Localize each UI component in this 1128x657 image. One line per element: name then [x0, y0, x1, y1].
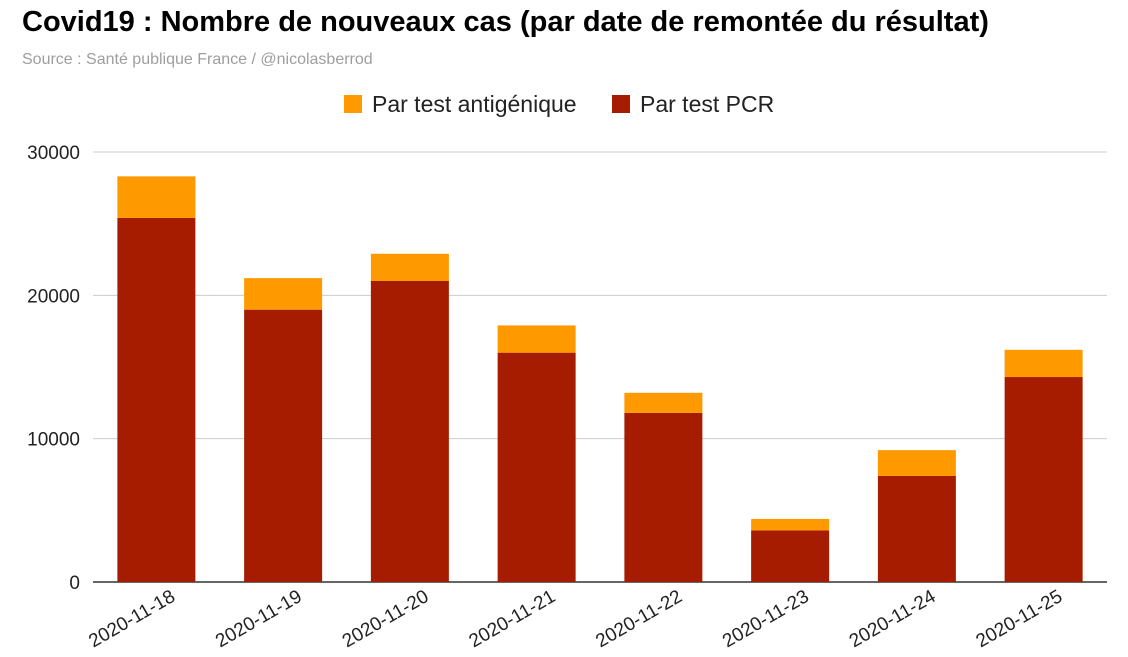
bar-segment: [370, 253, 449, 281]
y-tick-label: 30000: [27, 143, 80, 164]
x-tick-label: 2020-11-18: [85, 586, 178, 652]
legend-label: Par test antigénique: [372, 91, 577, 117]
bar-segment: [624, 412, 703, 582]
bar-segment: [751, 530, 830, 582]
y-tick-label: 0: [69, 573, 80, 594]
bar-segment: [244, 309, 323, 582]
legend-swatch: [612, 95, 630, 113]
legend-label: Par test PCR: [640, 91, 774, 117]
legend: Par test antigénique Par test PCR: [344, 91, 774, 117]
bar-segment: [497, 352, 576, 582]
y-tick-label: 10000: [27, 430, 80, 451]
bar-segment: [117, 176, 196, 218]
bar-segment: [1004, 377, 1083, 582]
x-axis-ticks: 2020-11-18 2020-11-19 2020-11-20 2020-11-21…: [85, 586, 1066, 652]
bar-segment: [244, 278, 323, 310]
bar-segment: [751, 518, 830, 531]
x-tick-label: 2020-11-22: [592, 586, 685, 652]
y-axis-ticks: 0 10000 20000 30000: [27, 143, 80, 594]
y-tick-label: 20000: [27, 286, 80, 307]
x-tick-label: 2020-11-24: [846, 586, 940, 652]
bar-segment: [877, 450, 956, 476]
x-tick-label: 2020-11-23: [719, 586, 812, 652]
bars: [117, 176, 1083, 582]
bar-segment: [370, 281, 449, 582]
bar-segment: [624, 392, 703, 413]
x-tick-label: 2020-11-21: [466, 586, 559, 652]
bar-segment: [877, 475, 956, 582]
chart-source: Source : Santé publique France / @nicola…: [22, 51, 373, 68]
x-tick-label: 2020-11-20: [339, 586, 432, 652]
x-tick-label: 2020-11-25: [973, 586, 1066, 652]
x-tick-label: 2020-11-19: [212, 586, 305, 652]
bar-segment: [497, 325, 576, 353]
bar-segment: [117, 217, 196, 582]
legend-swatch: [344, 95, 362, 113]
bar-segment: [1004, 349, 1083, 378]
chart-title: Covid19 : Nombre de nouveaux cas (par da…: [22, 6, 989, 38]
